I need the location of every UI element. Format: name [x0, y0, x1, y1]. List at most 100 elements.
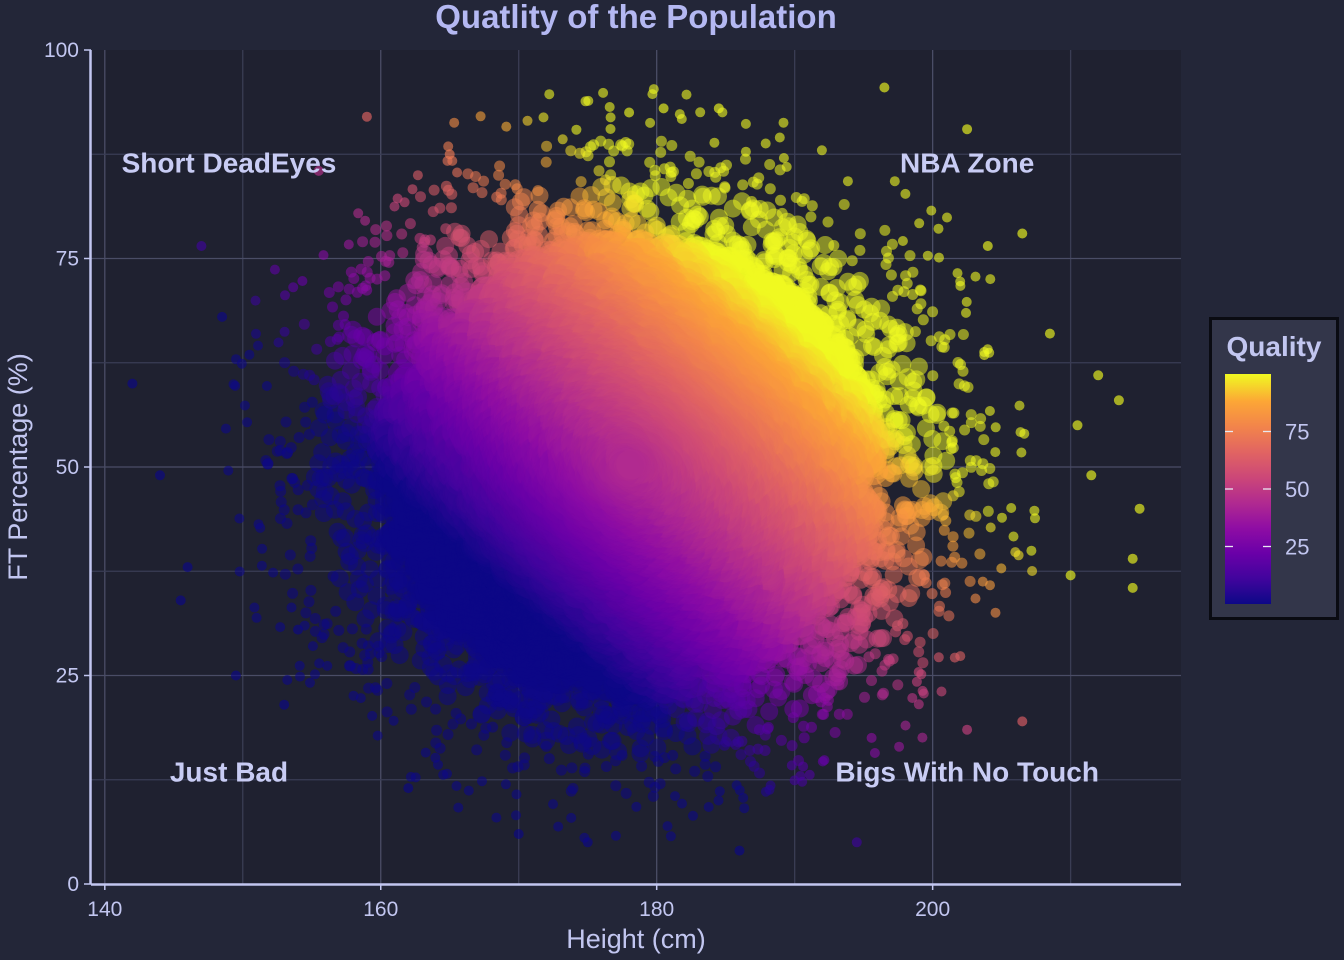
data-point [899, 634, 911, 646]
data-point [381, 706, 393, 718]
data-point [762, 721, 774, 733]
data-point [220, 423, 231, 434]
data-point [786, 740, 798, 752]
data-point [655, 135, 667, 147]
data-point [357, 236, 369, 248]
data-point [990, 422, 1001, 433]
data-point [911, 676, 922, 687]
data-point [336, 528, 355, 547]
data-point [305, 677, 315, 688]
data-point [644, 156, 656, 168]
data-point [263, 434, 275, 446]
data-point [964, 455, 976, 467]
data-point [318, 628, 330, 640]
data-point [740, 118, 751, 129]
data-point [610, 830, 621, 841]
data-point [367, 710, 378, 721]
data-point [305, 535, 317, 547]
data-point [636, 760, 648, 772]
data-point [760, 138, 771, 149]
data-point [500, 779, 511, 790]
data-point [242, 417, 253, 428]
data-point [946, 556, 958, 568]
data-point [952, 357, 964, 368]
data-point [288, 365, 300, 377]
data-point [499, 749, 511, 761]
data-point [280, 290, 290, 301]
data-point [234, 513, 245, 524]
data-point [399, 197, 410, 208]
data-point [511, 810, 521, 821]
data-point [322, 660, 333, 671]
data-point [699, 750, 711, 762]
data-point [655, 146, 667, 158]
data-point [409, 682, 421, 693]
data-point [375, 346, 394, 365]
data-point [548, 799, 558, 810]
data-point [313, 443, 332, 462]
data-point [344, 646, 356, 658]
data-point [649, 170, 661, 182]
data-point [709, 137, 720, 148]
data-point [739, 803, 750, 814]
data-point [604, 102, 615, 112]
data-point [420, 747, 431, 758]
data-point [746, 716, 765, 734]
data-point [964, 575, 976, 587]
data-point [907, 536, 926, 555]
data-point [1027, 566, 1038, 576]
data-point [579, 762, 591, 774]
data-point [833, 708, 845, 720]
data-point [530, 186, 549, 205]
data-point [294, 660, 305, 671]
data-point [446, 188, 458, 200]
data-point [598, 87, 609, 98]
data-point [234, 566, 245, 577]
data-point [648, 738, 667, 757]
data-point [471, 744, 483, 756]
data-point [1008, 531, 1019, 542]
data-point [282, 675, 293, 685]
data-point [415, 191, 426, 203]
data-point [450, 707, 462, 719]
data-point [327, 301, 338, 313]
data-point [735, 749, 747, 761]
data-point [737, 179, 749, 191]
data-point [1029, 505, 1040, 516]
data-point [300, 416, 312, 428]
data-point [841, 708, 853, 720]
data-point [917, 685, 928, 696]
data-point [421, 696, 432, 708]
data-point [805, 211, 817, 223]
data-point [442, 768, 452, 779]
data-point [745, 756, 756, 767]
data-point [369, 236, 381, 248]
data-point [938, 420, 950, 432]
data-point [493, 169, 505, 181]
data-point [553, 821, 564, 832]
data-point [255, 522, 266, 533]
data-point [942, 212, 952, 223]
data-point [501, 723, 520, 742]
data-point [244, 349, 255, 360]
data-point [990, 607, 1001, 618]
data-point [912, 480, 931, 499]
data-point [582, 150, 594, 162]
data-point [900, 188, 911, 199]
data-point [643, 776, 655, 788]
data-point [740, 153, 751, 165]
data-point [816, 236, 835, 254]
data-point [985, 522, 996, 533]
data-point [410, 772, 421, 783]
data-point [795, 771, 806, 781]
data-point [308, 374, 320, 386]
data-point [963, 527, 975, 539]
data-point [303, 596, 315, 608]
data-point [348, 273, 360, 284]
data-point [275, 622, 286, 633]
data-point [970, 271, 981, 282]
data-point [281, 517, 293, 529]
data-point [253, 340, 263, 351]
data-point [751, 178, 763, 190]
